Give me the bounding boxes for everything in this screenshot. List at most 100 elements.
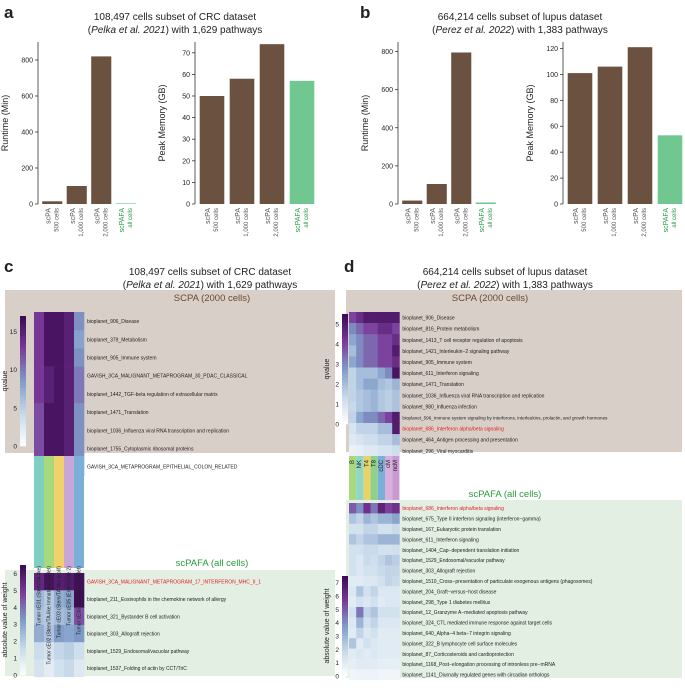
panel-d-qvalue-legend-swatch (342, 344, 348, 348)
panel-d-column-annotation (363, 456, 371, 500)
panel-d-weight-legend-tick-label: 0 (335, 674, 339, 681)
panel-c-scpafa-heatmap-cell (34, 642, 45, 660)
panel-b-memory-chart-tick-label: 100 (546, 72, 558, 79)
panel-d-scpafa-heatmap-cell (370, 617, 379, 629)
panel-d-scpa-heatmap-cell (356, 323, 364, 335)
panel-d-scpafa-heatmap-cell (392, 534, 400, 545)
panel-d-scpafa-heatmap-cell (349, 596, 357, 608)
panel-c-weight-legend-swatch (20, 666, 26, 670)
panel-c-qvalue-legend-swatch (20, 345, 26, 349)
panel-c-column-label: Tumor cE06 (Immature Goblet) (77, 566, 83, 635)
panel-c-column-annotation (74, 456, 84, 568)
panel-c-weight-legend-swatch (20, 650, 26, 654)
panel-b-memory-chart-cat-label: scPA (603, 208, 610, 224)
panel-d-scpafa-heatmap-cell (363, 534, 371, 545)
panel-c-weight-legend-swatch (20, 622, 26, 626)
panel-d-scpa-heatmap-row-label: bioplanet_611_Interferon signaling (402, 371, 479, 377)
panel-d-qvalue-legend-tick-label: 4 (335, 342, 339, 349)
panel-d-scpafa-heatmap-cell (356, 596, 364, 608)
panel-d-scpafa-heatmap-cell (349, 544, 357, 556)
panel-c-scpafa-heatmap-cell (34, 659, 45, 678)
panel-b-runtime-chart-cat-label: scPA (454, 208, 461, 224)
panel-d-scpa-heatmap-cell (349, 445, 357, 457)
panel-d-weight-legend-swatch (342, 673, 348, 677)
panel-d-scpafa-heatmap-cell (370, 503, 379, 514)
panel-c-weight-legend: 0 1 2 3 4 5 6 absolute value of weight (2, 565, 26, 680)
panel-d-scpafa-heatmap-cell (356, 503, 364, 514)
panel-d-scpafa-heatmap-cell (349, 534, 357, 545)
panel-c-qvalue-legend-tick-label: 15 (10, 329, 18, 336)
panel-d-scpafa-heatmap-cell (385, 534, 393, 545)
panel-d-qvalue-legend-swatch (342, 325, 348, 329)
panel-b-memory-chart-cat-sublabel: all cells (672, 208, 678, 228)
panel-d-scpa-heatmap-cell (385, 423, 393, 435)
panel-c-scpafa-heatmap-row-label: bioplanet_1529_Endosomal/vacuolar pathwa… (87, 649, 190, 655)
panel-c-weight-legend-tick-label: 1 (13, 656, 17, 663)
panel-c-weight-legend-swatch (20, 633, 26, 637)
panel-d-weight-legend-swatch (342, 631, 348, 634)
panel-d-scpa-heatmap-cell (356, 400, 364, 413)
panel-c-weight-legend-swatch (20, 625, 26, 629)
panel-c-scpa-heatmap-cell (74, 366, 85, 386)
panel-d-qvalue-legend-swatch (342, 352, 348, 356)
panel-c-qvalue-legend-swatch (20, 329, 26, 333)
panel-d-scpa-heatmap-cell (370, 423, 379, 435)
panel-d-scpa-heatmap-cell (363, 367, 371, 379)
panel-c-scpafa-heatmap-cell (54, 624, 65, 643)
panel-c-scpafa-heatmap-row-label: bioplanet_1537_Folding of actin by CCT/T… (87, 666, 187, 672)
panel-c-scpafa-heatmap-cell (74, 642, 85, 660)
panel-c-scpafa-heatmap-cell (74, 590, 85, 608)
panel-d-scpa-heatmap-cell (377, 389, 386, 402)
panel-d-column-annotation (356, 456, 364, 500)
panel-c-weight-legend-swatch (20, 631, 26, 635)
panel-d-weight-legend-swatch (342, 663, 348, 667)
panel-a-runtime-chart-bar (66, 186, 87, 204)
panel-d-qvalue-legend-swatch (342, 360, 348, 364)
panel-d-column-label: cDC (379, 459, 385, 471)
panel-c-column-annotation (44, 456, 54, 568)
panel-c-scpa-heatmap-cell (44, 439, 55, 458)
panel-d-scpafa-heatmap-cell (385, 503, 393, 514)
panel-c-scpa-heatmap-cell (74, 312, 85, 331)
panel-d-scpa-heatmap-cell (392, 323, 400, 335)
panel-d-scpafa-heatmap-row-label: bioplanet_87_Corticosteroids and cardiop… (402, 652, 514, 658)
panel-d-scpafa-heatmap-cell (356, 586, 364, 597)
panel-c-scpafa-heatmap-cell (44, 659, 55, 678)
panel-c-weight-legend-swatch (20, 592, 26, 596)
panel-c-qvalue-legend-swatch (20, 381, 26, 385)
panel-a-memory-chart-tick-label: 50 (182, 94, 190, 101)
panel-a-runtime-chart-tick-label: 400 (21, 130, 33, 137)
panel-d-scpafa-heatmap-cell (377, 617, 386, 629)
panel-d-scpa-heatmap-cell (385, 411, 393, 424)
panel-c-column-label: Tumor cE01 (Stem/TA-like) (37, 566, 43, 626)
panel-a-runtime-chart-cat-sublabel: 500 cells (54, 208, 60, 232)
panel-c-qvalue-legend-swatch (20, 410, 26, 414)
panel-c-qvalue-legend-swatch (20, 338, 26, 343)
panel-c-scpa-heatmap-cell (64, 330, 75, 349)
panel-a-memory-chart-tick-label: 70 (182, 50, 190, 57)
panel-d-scpa-heatmap-cell (349, 434, 357, 446)
panel-d-qvalue-legend-swatch (342, 314, 348, 318)
panel-c-weight-legend-swatch (20, 664, 26, 668)
panel-d-scpa-heatmap-cell (377, 334, 386, 346)
panel-d-scpafa-heatmap-row-label: bioplanet_1141_Diurnally regulated genes… (402, 673, 549, 679)
panel-d-scpafa-heatmap-cell (377, 607, 386, 618)
panel-d-scpa-heatmap-cell (377, 434, 386, 446)
panel-c-letter: c (4, 257, 13, 276)
panel-d-qvalue-legend-swatch (342, 410, 348, 414)
panel-c-scpafa-heatmap-row-label: GAVISH_3CA_MALIGNANT_METAPROGRAM_17_INTE… (87, 580, 261, 586)
panel-d-weight-legend-swatch (342, 648, 348, 652)
panel-d-weight-legend-swatch (342, 623, 348, 627)
panel-d-scpafa-heatmap-cell (356, 555, 364, 566)
panel-d-scpafa-heatmap-cell (349, 575, 357, 587)
panel-c-weight-legend-swatch (20, 644, 26, 648)
panel-c-scpa-heatmap-row-label: GAVISH_3CA_MALIGNANT_METAPROGRAM_30_PDAC… (87, 374, 248, 380)
panel-d-scpafa-heatmap-row-label: bioplanet_1510_Cross−presentation of par… (402, 579, 592, 585)
panel-d-scpa-heatmap-cell (363, 423, 371, 435)
panel-c-scpa-heatmap-row-label: bioplanet_1442_TGF-beta regulation of ex… (87, 392, 218, 398)
panel-d-scpafa-heatmap-cell (370, 575, 379, 587)
panel-c-scpafa-heatmap-cell (64, 590, 75, 608)
panel-b-runtime-chart-bar (426, 183, 447, 204)
panel-c-weight-legend-swatch (20, 584, 26, 588)
